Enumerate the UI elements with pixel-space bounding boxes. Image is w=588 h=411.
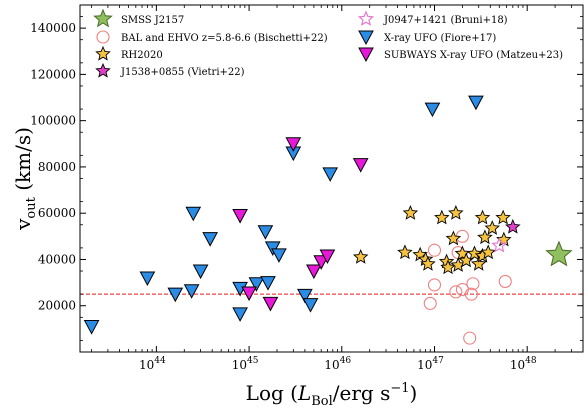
- data-point-rh2020: [466, 245, 483, 261]
- data-point-x-ray-ufo-fiore-17: [260, 276, 276, 291]
- data-point-rh2020: [470, 255, 487, 271]
- legend-marker: [95, 62, 111, 78]
- data-point-bal-and-ehvo-z-5-8-6-6-bischetti-22: [466, 277, 480, 291]
- data-point-j0947-1421-bruni-18: [491, 237, 508, 253]
- x-tick-label: 1047: [417, 356, 444, 372]
- data-point-rh2020: [480, 244, 496, 260]
- x-tick-label: 1045: [232, 356, 259, 372]
- data-point-x-ray-ufo-fiore-17: [192, 264, 209, 280]
- legend-entry: J0947+1421 (Bruni+18): [357, 10, 508, 26]
- legend-entry: X-ray UFO (Fiore+17): [358, 30, 496, 46]
- data-point-rh2020: [420, 255, 436, 271]
- data-point-subways-x-ray-ufo-matzeu-23: [241, 286, 257, 302]
- data-point-x-ray-ufo-fiore-17: [271, 248, 287, 263]
- data-point-x-ray-ufo-fiore-17: [183, 284, 200, 299]
- data-point-x-ray-ufo-fiore-17: [322, 167, 339, 182]
- data-point-rh2020: [495, 209, 511, 225]
- legend-label: J1538+0855 (Vietri+22): [120, 67, 245, 78]
- data-point-smss-j2157: [545, 240, 573, 267]
- data-point-rh2020: [434, 209, 450, 225]
- legend-entry: SUBWAYS X-ray UFO (Matzeu+23): [358, 47, 563, 63]
- data-point-bal-and-ehvo-z-5-8-6-6-bischetti-22: [498, 274, 512, 288]
- y-axis-label: vout (km/s): [11, 127, 39, 231]
- y-tick-label: 120000: [30, 67, 76, 81]
- y-tick-label: 20000: [38, 299, 76, 313]
- data-point-rh2020: [477, 229, 493, 245]
- legend-label: RH2020: [121, 50, 163, 61]
- legend-marker: [96, 30, 110, 44]
- legend-marker: [357, 10, 375, 26]
- legend-label: BAL and EHVO z=5.8-6.6 (Bischetti+22): [121, 33, 328, 44]
- data-point-x-ray-ufo-fiore-17: [167, 287, 184, 303]
- legend-marker: [358, 47, 374, 63]
- data-point-x-ray-ufo-fiore-17: [297, 288, 313, 304]
- x-tick-label: 1046: [324, 356, 351, 372]
- data-point-bal-and-ehvo-z-5-8-6-6-bischetti-22: [463, 331, 477, 345]
- data-point-rh2020: [397, 244, 413, 260]
- data-point-subways-x-ray-ufo-matzeu-23: [306, 264, 322, 280]
- data-point-x-ray-ufo-fiore-17: [139, 271, 156, 287]
- legend: SMSS J2157 BAL and EHVO z=5.8-6.6 (Bische…: [93, 8, 563, 78]
- data-point-rh2020: [474, 209, 491, 225]
- data-point-rh2020: [402, 205, 419, 220]
- data-point-rh2020: [484, 220, 501, 235]
- legend-entry: SMSS J2157: [93, 8, 184, 28]
- data-point-subways-x-ray-ufo-matzeu-23: [319, 249, 336, 265]
- data-point-j1538-0855-vietri-22: [505, 218, 521, 234]
- data-points-layer: [83, 95, 573, 345]
- legend-entry: J1538+0855 (Vietri+22): [95, 62, 245, 78]
- data-point-rh2020: [448, 205, 464, 220]
- data-point-subways-x-ray-ufo-matzeu-23: [262, 296, 279, 312]
- y-tick-label: 60000: [38, 206, 76, 220]
- x-tick-label: 1048: [510, 356, 537, 372]
- legend-label: SUBWAYS X-ray UFO (Matzeu+23): [384, 50, 563, 61]
- legend-marker: [358, 30, 374, 46]
- legend-label: X-ray UFO (Fiore+17): [384, 33, 496, 44]
- data-point-x-ray-ufo-fiore-17: [232, 307, 248, 322]
- legend-label: J0947+1421 (Bruni+18): [383, 15, 508, 26]
- data-point-subways-x-ray-ufo-matzeu-23: [232, 209, 248, 224]
- data-point-bal-and-ehvo-z-5-8-6-6-bischetti-22: [427, 278, 442, 292]
- legend-entry: BAL and EHVO z=5.8-6.6 (Bischetti+22): [96, 30, 328, 44]
- x-tick-label: 1044: [139, 356, 166, 372]
- data-point-bal-and-ehvo-z-5-8-6-6-bischetti-22: [423, 296, 437, 310]
- data-point-x-ray-ufo-fiore-17: [202, 232, 218, 247]
- axis-ticks-layer: 20000 40000 60000 80000 100000 120000 140000 10…: [30, 5, 584, 372]
- legend-marker: [95, 45, 111, 61]
- x-axis-label: Log (LBol/erg s−1): [246, 381, 418, 409]
- data-point-x-ray-ufo-fiore-17: [83, 320, 100, 335]
- data-point-subways-x-ray-ufo-matzeu-23: [313, 255, 330, 270]
- data-point-bal-and-ehvo-z-5-8-6-6-bischetti-22: [455, 282, 469, 297]
- data-point-x-ray-ufo-fiore-17: [185, 206, 202, 222]
- data-point-subways-x-ray-ufo-matzeu-23: [352, 158, 369, 173]
- data-point-x-ray-ufo-fiore-17: [257, 225, 274, 240]
- data-point-x-ray-ufo-fiore-17: [424, 102, 441, 118]
- data-point-rh2020: [352, 249, 369, 264]
- data-point-bal-and-ehvo-z-5-8-6-6-bischetti-22: [464, 287, 478, 301]
- y-tick-label: 140000: [30, 21, 76, 35]
- legend-entry: RH2020: [95, 45, 163, 61]
- legend-label: SMSS J2157: [121, 15, 184, 26]
- data-point-subways-x-ray-ufo-matzeu-23: [285, 137, 302, 152]
- legend-marker: [93, 8, 113, 28]
- data-point-x-ray-ufo-fiore-17: [302, 298, 319, 313]
- data-point-bal-and-ehvo-z-5-8-6-6-bischetti-22: [449, 285, 463, 299]
- y-tick-label: 40000: [38, 252, 76, 266]
- data-point-x-ray-ufo-fiore-17: [468, 95, 484, 111]
- data-point-bal-and-ehvo-z-5-8-6-6-bischetti-22: [427, 243, 442, 257]
- data-point-x-ray-ufo-fiore-17: [248, 277, 265, 292]
- data-point-rh2020: [445, 230, 462, 246]
- data-point-rh2020: [440, 259, 456, 275]
- y-tick-label: 100000: [30, 114, 76, 128]
- y-tick-label: 80000: [38, 160, 76, 174]
